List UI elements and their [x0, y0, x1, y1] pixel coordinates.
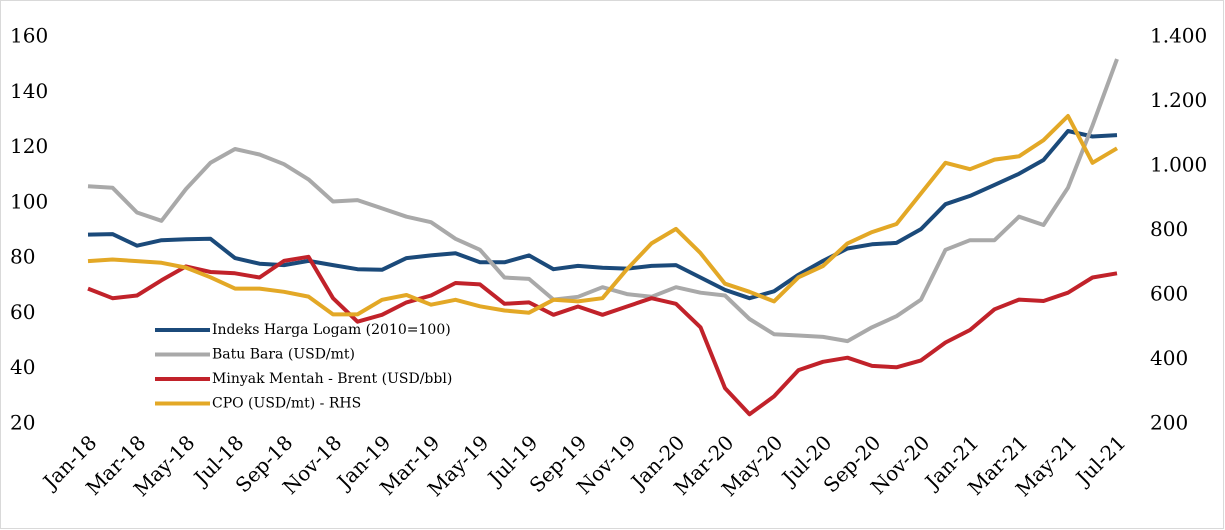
legend-label: Minyak Mentah - Brent (USD/bbl)	[212, 371, 452, 387]
y2-tick-label: 600	[1150, 282, 1188, 306]
y2-tick-label: 1.000	[1150, 153, 1207, 177]
y-tick-label: 60	[10, 300, 35, 324]
series-line	[87, 254, 1118, 417]
y2-tick-label: 1.200	[1150, 88, 1207, 112]
y2-tick-label: 1.400	[1150, 24, 1207, 48]
y-tick-label: 140	[10, 79, 48, 103]
series-line	[87, 114, 1119, 317]
legend-label: Batu Bara (USD/mt)	[212, 347, 355, 363]
y-tick-label: 40	[10, 355, 35, 379]
y-tick-label: 120	[10, 134, 48, 158]
legend-label: Indeks Harga Logam (2010=100)	[212, 322, 451, 338]
y-tick-label: 160	[10, 24, 48, 48]
series-line	[87, 58, 1119, 344]
x-tick-label: Jul-21	[1070, 430, 1130, 490]
series-line	[87, 129, 1118, 301]
y-tick-label: 100	[10, 189, 48, 213]
y-tick-label: 20	[10, 411, 35, 435]
y2-tick-label: 800	[1150, 217, 1188, 241]
y2-tick-label: 400	[1150, 346, 1188, 370]
y2-tick-label: 200	[1150, 411, 1188, 435]
legend-label: CPO (USD/mt) - RHS	[212, 396, 361, 412]
y-tick-label: 80	[10, 245, 35, 269]
